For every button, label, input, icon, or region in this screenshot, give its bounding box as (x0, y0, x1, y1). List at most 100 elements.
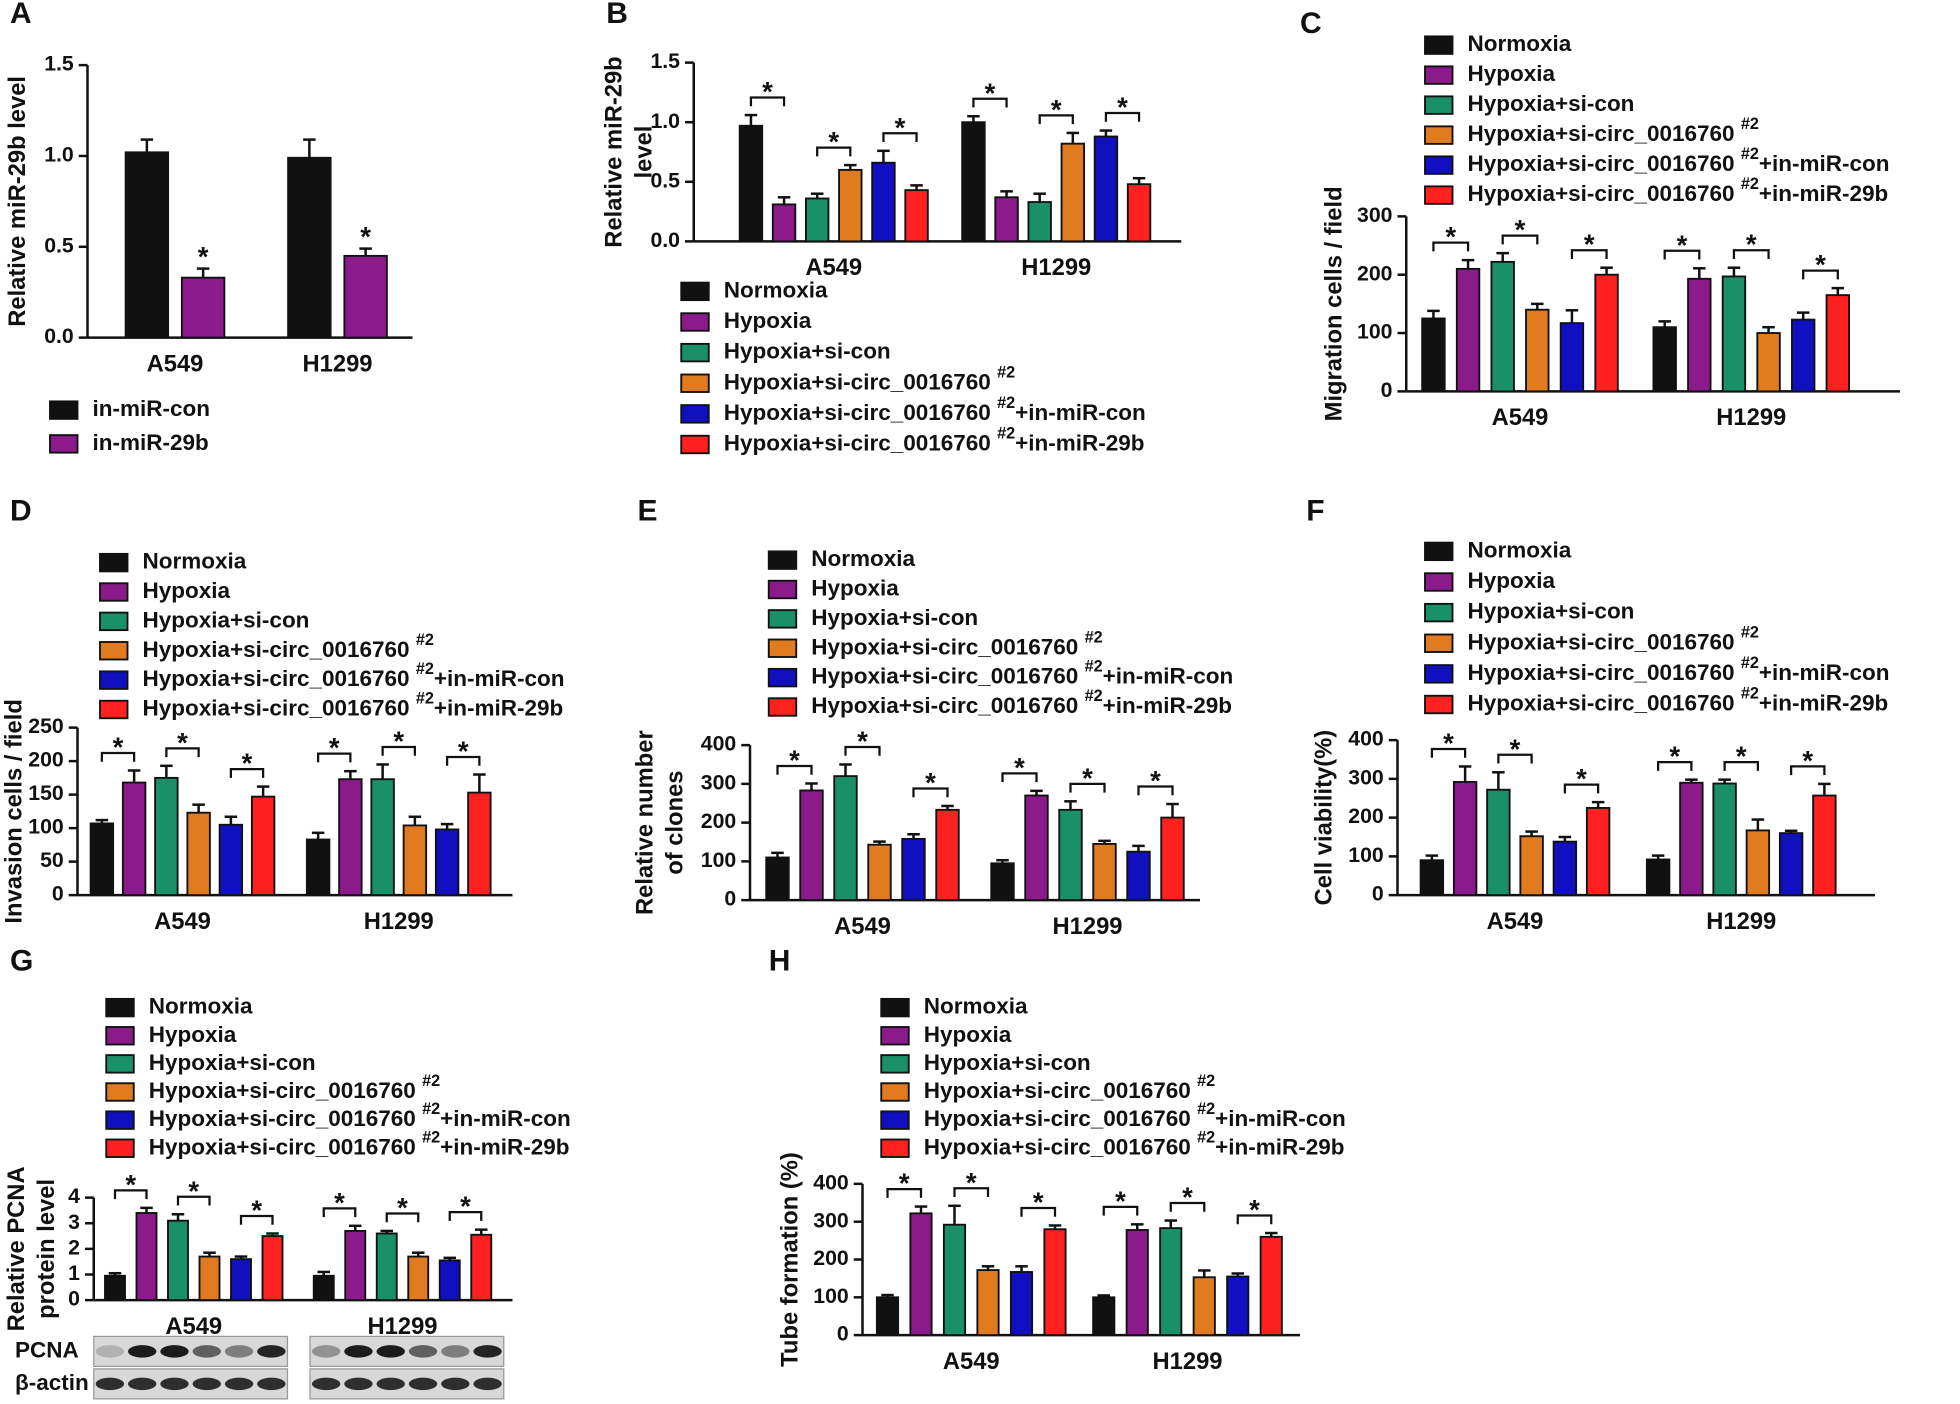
y-tick-label: 100 (1357, 320, 1392, 344)
legend-label: Hypoxia+si-circ_0016760 #2+in-miR-con (1468, 145, 1890, 176)
significance-bracket (1069, 782, 1106, 793)
bar (1552, 840, 1578, 897)
y-tick-label: 0 (1372, 882, 1384, 906)
significance-bracket (176, 1195, 211, 1206)
bar (1024, 794, 1049, 902)
bar (1159, 1227, 1183, 1337)
significance-bracket (912, 787, 949, 798)
bar (1058, 808, 1083, 902)
bar (1259, 1235, 1283, 1337)
y-axis-label: protein level (33, 1179, 60, 1319)
y-axis-label: of clones (662, 770, 689, 874)
bar (1778, 832, 1804, 897)
significance-star: * (1014, 752, 1025, 783)
significance-bracket (239, 1214, 274, 1225)
legend-label: Normoxia (149, 994, 253, 1019)
legend-swatch (767, 579, 798, 600)
y-tick-label: 400 (813, 1170, 848, 1194)
significance-bracket (113, 1189, 148, 1200)
significance-star: * (1249, 1194, 1260, 1225)
bar (1455, 267, 1481, 393)
y-tick-label: 300 (701, 770, 736, 794)
significance-star: * (113, 732, 124, 763)
y-axis-label: Cell viability(%) (1310, 730, 1337, 906)
bar (1559, 322, 1585, 393)
significance-bracket (1723, 761, 1759, 771)
significance-bracket (844, 745, 881, 756)
significance-star: * (460, 1191, 471, 1222)
legend-swatch (105, 1082, 135, 1102)
bar (1092, 842, 1117, 902)
significance-star: * (1033, 1186, 1044, 1217)
bar (901, 837, 926, 902)
bar (375, 1232, 398, 1302)
y-tick-label: 200 (28, 748, 63, 772)
bar (909, 1212, 933, 1337)
legend-swatch (1424, 602, 1454, 623)
y-tick-label: 1 (68, 1261, 80, 1285)
legend-label: Hypoxia (143, 578, 231, 603)
legend-swatch (99, 552, 129, 573)
legend-swatch (1424, 125, 1454, 145)
bar (407, 1255, 430, 1302)
bar (1486, 788, 1511, 897)
blot-label: β-actin (15, 1370, 89, 1395)
bar (104, 1274, 126, 1302)
legend-label: Normoxia (143, 549, 247, 574)
significance-bracket (1563, 783, 1600, 794)
panel-label: D (10, 495, 32, 528)
significance-star: * (242, 748, 253, 779)
legend-swatch (767, 550, 798, 570)
bar (1226, 1275, 1250, 1337)
blot-band (376, 1377, 405, 1391)
legend-swatch (1424, 664, 1454, 684)
y-tick-label: 0 (52, 882, 64, 906)
y-tick-label: 250 (28, 714, 63, 738)
panel: E 0 100 200 300 400 Relative number of clones A5… (632, 495, 1234, 940)
y-tick-label: 300 (1357, 203, 1392, 227)
blot-band (311, 1377, 341, 1391)
bar (89, 822, 115, 897)
legend-label: Hypoxia+si-circ_0016760 #2 (143, 631, 434, 662)
significance-star: * (828, 126, 839, 157)
legend-label: in-miR-con (93, 396, 211, 421)
legend-label: Hypoxia+si-circ_0016760 #2+in-miR-29b (924, 1129, 1345, 1160)
x-tick-label: A549 (805, 254, 862, 281)
y-axis-label: level (630, 126, 657, 179)
bar (1093, 135, 1119, 243)
bar (1652, 326, 1677, 393)
legend-label: Hypoxia+si-circ_0016760 #2+in-miR-con (149, 1100, 571, 1131)
significance-bracket (1038, 114, 1074, 125)
significance-star: * (966, 1167, 977, 1198)
panel: C 0 100 200 300 Migration cells / field A549 H1… (1300, 7, 1900, 431)
y-tick-label: 200 (813, 1246, 848, 1270)
legend-label: Hypoxia+si-con (811, 605, 978, 630)
significance-bracket (381, 745, 416, 756)
legend-swatch (767, 638, 798, 658)
bar (434, 828, 460, 897)
panel-label: E (638, 495, 658, 528)
bar (994, 196, 1019, 243)
x-tick-label: A549 (834, 913, 891, 940)
legend-label: Hypoxia+si-con (149, 1050, 316, 1075)
bar (470, 1233, 493, 1302)
significance-bracket (317, 752, 352, 763)
significance-bracket (882, 132, 918, 143)
bar (167, 1219, 189, 1302)
blot-band (160, 1345, 189, 1358)
legend-label: Hypoxia (1468, 61, 1556, 86)
blot-band (127, 1345, 157, 1358)
y-axis-label: Relative miR-29b level (4, 76, 31, 327)
bar (1419, 859, 1445, 897)
significance-bracket (1104, 111, 1141, 122)
legend-label: Hypoxia (149, 1022, 237, 1047)
x-tick-label: A549 (943, 1348, 1000, 1375)
bar (867, 843, 892, 902)
bar (312, 1274, 335, 1302)
bar (1192, 1276, 1216, 1337)
bar (871, 161, 896, 243)
bar (1745, 829, 1771, 897)
blot-band (441, 1345, 470, 1358)
legend-label: Hypoxia+si-circ_0016760 #2+in-miR-29b (143, 690, 564, 721)
significance-star: * (1815, 249, 1826, 280)
